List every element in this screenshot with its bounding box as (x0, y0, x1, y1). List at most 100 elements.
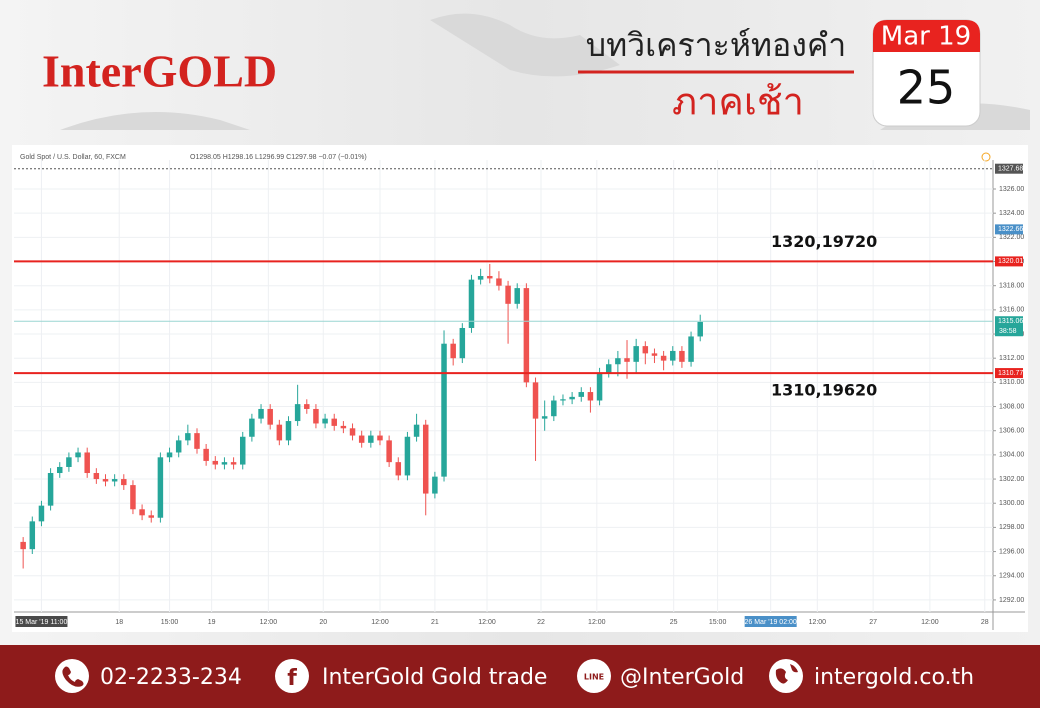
price-tag (995, 368, 1023, 379)
candle-body (175, 440, 182, 453)
candle-body (596, 372, 603, 401)
candle-body (487, 276, 493, 279)
candle-body (468, 279, 475, 328)
candle-body (368, 435, 374, 443)
candle-body (102, 479, 109, 482)
candle-body (377, 435, 383, 441)
x-tick-label: 20 (319, 619, 327, 626)
candle-body (230, 462, 237, 465)
candle-body (578, 392, 585, 397)
y-tick-label: 1304.00 (999, 452, 1024, 459)
candle-body (20, 541, 26, 550)
candle-body (505, 285, 511, 304)
footer-line: @InterGold (620, 665, 744, 690)
y-tick-label: 1302.00 (999, 476, 1024, 483)
footer-bar (0, 645, 1040, 708)
candle-body (523, 288, 530, 383)
candle-body (212, 460, 219, 465)
candle-body (413, 424, 420, 437)
candle-body (267, 408, 273, 425)
candle-body (432, 476, 438, 494)
x-tick-label: 12:00 (260, 619, 278, 626)
footer-facebook: InterGold Gold trade (322, 665, 547, 690)
x-tick-label: 19 (208, 619, 216, 626)
header-subtitle: ภาคเช้า (672, 80, 804, 124)
chart-panel (12, 145, 1028, 632)
calendar-day: 25 (897, 61, 956, 115)
candle-body (185, 433, 191, 441)
candle-body (57, 466, 63, 474)
price-tag (995, 224, 1023, 235)
price-tag (995, 256, 1023, 267)
x-tick-label: 12:00 (588, 619, 606, 626)
price-tag-label: 1327.68 (998, 166, 1023, 173)
y-tick-label: 1292.00 (999, 597, 1024, 604)
y-tick-label: 1300.00 (999, 500, 1024, 507)
chart-symbol: Gold Spot / U.S. Dollar, 60, FXCM (20, 154, 126, 161)
price-tag (995, 316, 1023, 337)
candle-body (441, 343, 447, 477)
y-tick-label: 1312.00 (999, 355, 1024, 362)
candle-body (111, 479, 118, 482)
y-tick-label: 1316.00 (999, 307, 1024, 314)
y-tick-label: 1294.00 (999, 573, 1024, 580)
y-tick-label: 1322.00 (999, 234, 1024, 241)
calendar: Mar 19 25 (872, 19, 981, 127)
footer: 02-2233-234 f InterGold Gold trade LINE … (55, 659, 974, 693)
candle-body (541, 416, 548, 419)
candle-body (569, 396, 575, 400)
candle-body (395, 462, 402, 476)
candle-body (450, 343, 456, 359)
phone-glyph (62, 666, 84, 687)
candle-body (304, 404, 310, 409)
calendar-top (873, 20, 980, 52)
price-tag-label: 1315.06 (998, 318, 1023, 325)
x-tick-label: 15:00 (709, 619, 727, 626)
candle-body (587, 392, 594, 401)
candle-body (660, 355, 667, 361)
x-tick-label: 28 (981, 619, 989, 626)
candle-body (157, 457, 164, 518)
candle-body (130, 485, 136, 510)
candle-body (688, 336, 694, 362)
y-tick-label: 1324.00 (999, 210, 1024, 217)
y-tick-label: 1308.00 (999, 403, 1024, 410)
candle-body (331, 418, 337, 426)
ohlc-readout: O1298.05 H1298.16 L1296.99 C1297.98 −0.0… (190, 154, 367, 161)
footer-website: intergold.co.th (814, 665, 974, 690)
price-tag-label: 1322.66 (998, 226, 1023, 233)
candle-body (340, 425, 347, 429)
candle-body (276, 424, 283, 441)
y-tick-label: 1310.00 (999, 379, 1024, 386)
candle-body (670, 350, 676, 361)
x-tick-label: 12:00 (371, 619, 389, 626)
globe-glyph (775, 664, 798, 684)
candle-body (514, 288, 520, 304)
settings-icon[interactable] (981, 152, 991, 162)
candle-body (560, 399, 566, 401)
x-tick-badge (744, 616, 797, 627)
y-tick-label: 1318.00 (999, 283, 1024, 290)
footer-phone: 02-2233-234 (100, 665, 242, 690)
price-tag-label: 1310.77 (998, 370, 1023, 377)
candle-body (386, 440, 392, 463)
level-label: 1310,19620 (771, 381, 877, 400)
x-tick-label: 15:00 (161, 619, 179, 626)
x-tick-label: 12:00 (921, 619, 939, 626)
candle-body (697, 321, 703, 337)
globe-icon (769, 659, 803, 693)
candle-body (551, 400, 557, 417)
candle-body (422, 424, 429, 494)
candle-body (322, 418, 328, 424)
candle-body (75, 452, 81, 458)
x-tick-label: 18 (115, 619, 123, 626)
candle-body (166, 452, 173, 458)
line-glyph: LINE (584, 673, 604, 682)
candle-body (679, 350, 685, 362)
level-label: 1320,19720 (771, 232, 877, 251)
candle-body (203, 448, 209, 461)
x-tick-label: 12:00 (809, 619, 827, 626)
candle-body (651, 353, 658, 356)
x-tick-label: 15 Mar '19 11:00 (16, 619, 68, 626)
